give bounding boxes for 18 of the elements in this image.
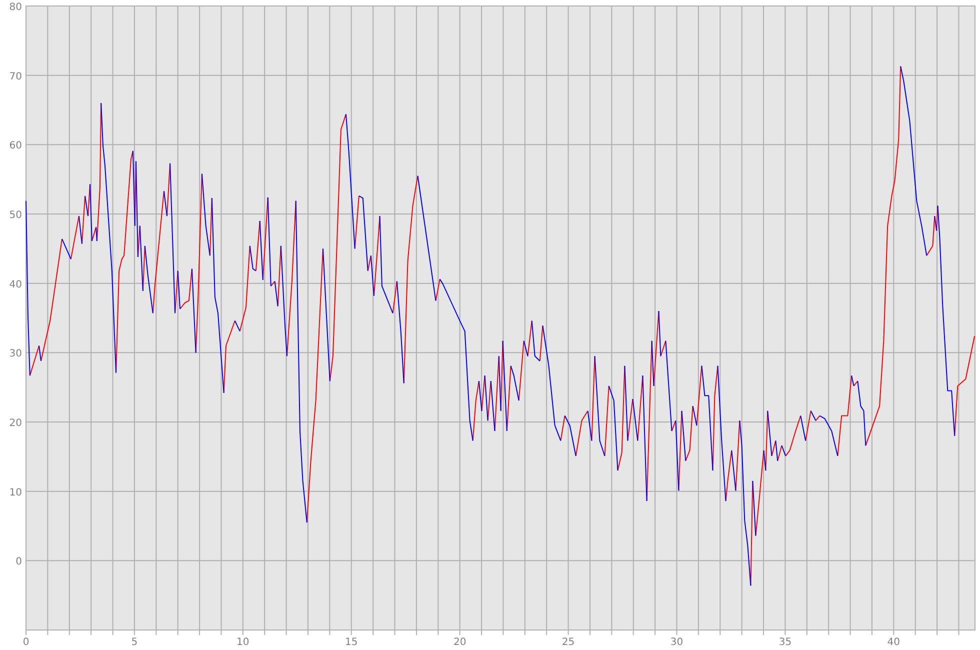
y-tick-label: 20 bbox=[9, 418, 22, 429]
x-tick-label: 40 bbox=[887, 637, 900, 648]
x-tick-label: 15 bbox=[345, 637, 358, 648]
y-tick-label: 70 bbox=[9, 71, 22, 82]
y-tick-label: 60 bbox=[9, 140, 22, 152]
x-tick-label: 35 bbox=[778, 637, 792, 648]
y-tick-label: 50 bbox=[9, 210, 22, 221]
x-tick-label: 30 bbox=[670, 637, 684, 648]
x-tick-label: 10 bbox=[236, 637, 250, 648]
x-tick-label: 0 bbox=[22, 637, 30, 648]
x-tick-label: 20 bbox=[453, 637, 466, 648]
y-tick-label: 0 bbox=[16, 556, 22, 568]
y-tick-label: 10 bbox=[9, 487, 22, 498]
y-tick-label: 30 bbox=[9, 348, 22, 360]
x-tick-label: 25 bbox=[562, 637, 575, 648]
y-tick-label: 80 bbox=[9, 2, 22, 13]
x-tick-label: 5 bbox=[131, 637, 138, 648]
y-tick-label: 40 bbox=[9, 279, 22, 290]
